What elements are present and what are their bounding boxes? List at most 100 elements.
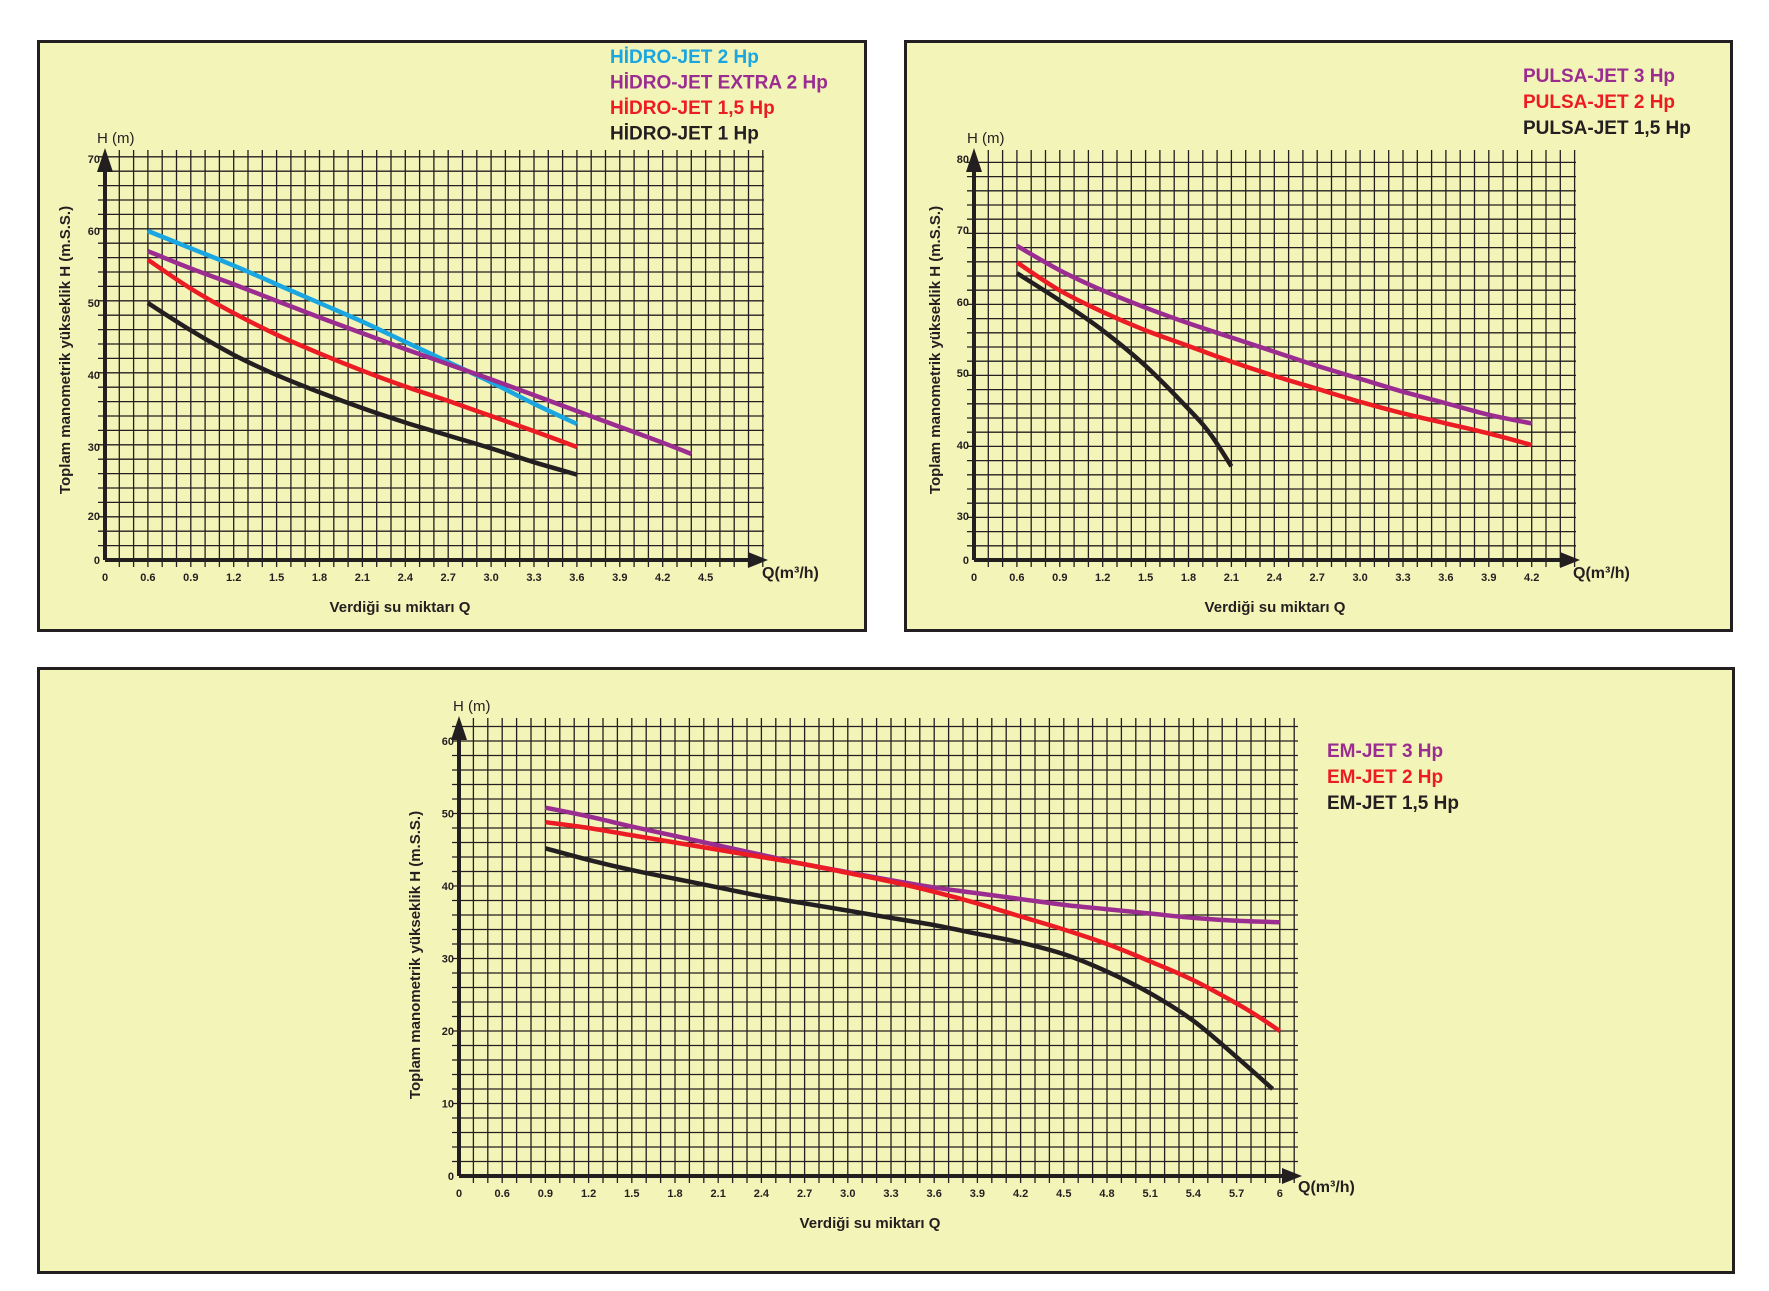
y-unit-label: H (m) — [453, 698, 491, 715]
y-tick-label: 20 — [88, 511, 100, 523]
x-tick-label: 0.6 — [1009, 572, 1024, 584]
x-axis-arrow-icon — [1560, 552, 1580, 568]
x-tick-label: 3.6 — [1438, 572, 1453, 584]
x-tick-label: 2.1 — [355, 572, 370, 584]
x-tick-label: 2.4 — [398, 572, 414, 584]
chart-panel-pulsa-jet — [904, 40, 1733, 632]
x-tick-label: 5.7 — [1229, 1188, 1244, 1200]
series-line-em-jet-1-5-hp — [544, 846, 1275, 1091]
series-line-hi-dro-jet-extra-2-hp — [147, 249, 693, 456]
chart-2: 0 0.6 0.9 1.2 1.5 1.8 2.1 2.4 2.7 3.0 3.3 3.6 3.9 4.2… — [927, 66, 1691, 616]
y-tick-label: 40 — [957, 440, 969, 452]
x-tick-label: 1.8 — [1181, 572, 1196, 584]
series-line-pulsa-jet-2-hp — [1015, 260, 1533, 448]
x-axis-arrow-icon — [1282, 1168, 1302, 1184]
x-tick-label: 0.9 — [1052, 572, 1067, 584]
x-axis-title: Verdiği su miktarı Q — [800, 1215, 941, 1232]
series-line-hi-dro-jet-1-5-hp — [146, 257, 578, 450]
grid — [452, 718, 1298, 1183]
y-tick-label: 0 — [963, 555, 969, 567]
y-tick-label: 60 — [442, 736, 454, 748]
series-line-em-jet-3-hp — [544, 805, 1280, 925]
y-tick-label: 50 — [442, 809, 454, 821]
y-tick-label: 0 — [94, 555, 100, 567]
x-tick-label: 2.4 — [754, 1188, 770, 1200]
x-tick-label: 1.5 — [1138, 572, 1153, 584]
x-tick-label: 3.3 — [1395, 572, 1410, 584]
chart-3: 0 0.6 0.9 1.2 1.5 1.8 2.1 2.4 2.7 3.0 3.3 3.6 3.9 4.2… — [407, 698, 1459, 1232]
y-tick-label: 40 — [88, 370, 100, 382]
y-axis-arrow-icon — [97, 148, 113, 172]
chart-panel-em-jet — [37, 667, 1735, 1274]
x-tick-label: 4.2 — [1524, 572, 1539, 584]
y-axis-title: Toplam manometrik yükseklik H (m.S.S.) — [927, 206, 944, 494]
x-tick-label: 1.8 — [312, 572, 327, 584]
x-tick-label: 3.6 — [927, 1188, 942, 1200]
x-tick-label: 2.7 — [1310, 572, 1325, 584]
series-line-pulsa-jet-1-5-hp — [1015, 271, 1234, 468]
x-tick-label: 0 — [971, 572, 977, 584]
y-tick-label: 60 — [88, 226, 100, 238]
x-tick-label: 1.5 — [269, 572, 284, 584]
x-tick-label: 2.7 — [797, 1188, 812, 1200]
legend-item: HİDRO-JET 1,5 Hp — [610, 98, 775, 119]
y-axis-title: Toplam manometrik yükseklik H (m.S.S.) — [57, 206, 74, 494]
y-tick-label: 50 — [957, 368, 969, 380]
y-tick-label: 40 — [442, 881, 454, 893]
legend-item: PULSA-JET 3 Hp — [1523, 66, 1675, 87]
x-tick-label: 3.9 — [1481, 572, 1496, 584]
x-axis-title: Verdiği su miktarı Q — [330, 599, 471, 616]
x-axis-arrow-icon — [748, 552, 768, 568]
series-line-hi-dro-jet-2-hp — [147, 228, 578, 426]
chart-1: 0 0.6 0.9 1.2 1.5 1.8 2.1 2.4 2.7 3.0 3.3 3.6 3.9 4.2… — [57, 47, 828, 616]
legend-item: EM-JET 2 Hp — [1327, 767, 1443, 788]
grid — [967, 150, 1576, 567]
y-tick-label: 70 — [88, 154, 100, 166]
x-tick-label: 1.2 — [581, 1188, 596, 1200]
y-unit-label: H (m) — [97, 130, 135, 147]
y-tick-label: 30 — [88, 442, 100, 454]
y-tick-label: 30 — [442, 954, 454, 966]
x-tick-label: 3.6 — [569, 572, 584, 584]
y-tick-label: 80 — [957, 154, 969, 166]
y-unit-label: H (m) — [967, 130, 1005, 147]
x-axis-title: Verdiği su miktarı Q — [1205, 599, 1346, 616]
y-axis-arrow-icon — [966, 148, 982, 172]
x-tick-label: 3.3 — [526, 572, 541, 584]
x-tick-label: 3.0 — [483, 572, 498, 584]
y-tick-label: 10 — [442, 1099, 454, 1111]
x-tick-label: 3.0 — [1352, 572, 1367, 584]
x-tick-label: 0.6 — [140, 572, 155, 584]
x-tick-label: 1.8 — [667, 1188, 682, 1200]
x-tick-label: 1.5 — [624, 1188, 639, 1200]
series-line-hi-dro-jet-1-hp — [146, 301, 578, 477]
y-tick-label: 0 — [448, 1171, 454, 1183]
legend-item: EM-JET 1,5 Hp — [1327, 793, 1459, 814]
x-tick-label: 5.4 — [1186, 1188, 1202, 1200]
x-tick-label: 4.2 — [1013, 1188, 1028, 1200]
legend-item: HİDRO-JET 1 Hp — [610, 124, 759, 145]
x-tick-label: 2.1 — [711, 1188, 726, 1200]
series-line-em-jet-2-hp — [545, 819, 1282, 1033]
x-tick-label: 3.0 — [840, 1188, 855, 1200]
x-unit-label: Q(m³/h) — [762, 565, 819, 582]
x-tick-label: 4.2 — [655, 572, 670, 584]
x-tick-label: 5.1 — [1143, 1188, 1158, 1200]
x-tick-label: 4.5 — [1056, 1188, 1071, 1200]
y-tick-label: 30 — [957, 511, 969, 523]
x-tick-label: 0 — [102, 572, 108, 584]
x-tick-label: 0.9 — [183, 572, 198, 584]
legend-item: HİDRO-JET 2 Hp — [610, 47, 759, 68]
series-line-pulsa-jet-3-hp — [1015, 243, 1533, 426]
legend-item: HİDRO-JET EXTRA 2 Hp — [610, 73, 828, 94]
x-tick-label: 1.2 — [226, 572, 241, 584]
x-tick-label: 0.6 — [495, 1188, 510, 1200]
y-axis-title: Toplam manometrik yükseklik H (m.S.S.) — [407, 811, 424, 1099]
x-tick-label: 4.8 — [1099, 1188, 1114, 1200]
x-tick-label: 3.9 — [970, 1188, 985, 1200]
x-tick-label: 4.5 — [698, 572, 713, 584]
y-tick-label: 20 — [442, 1026, 454, 1038]
legend-item: PULSA-JET 2 Hp — [1523, 92, 1675, 113]
x-tick-label: 0.9 — [538, 1188, 553, 1200]
